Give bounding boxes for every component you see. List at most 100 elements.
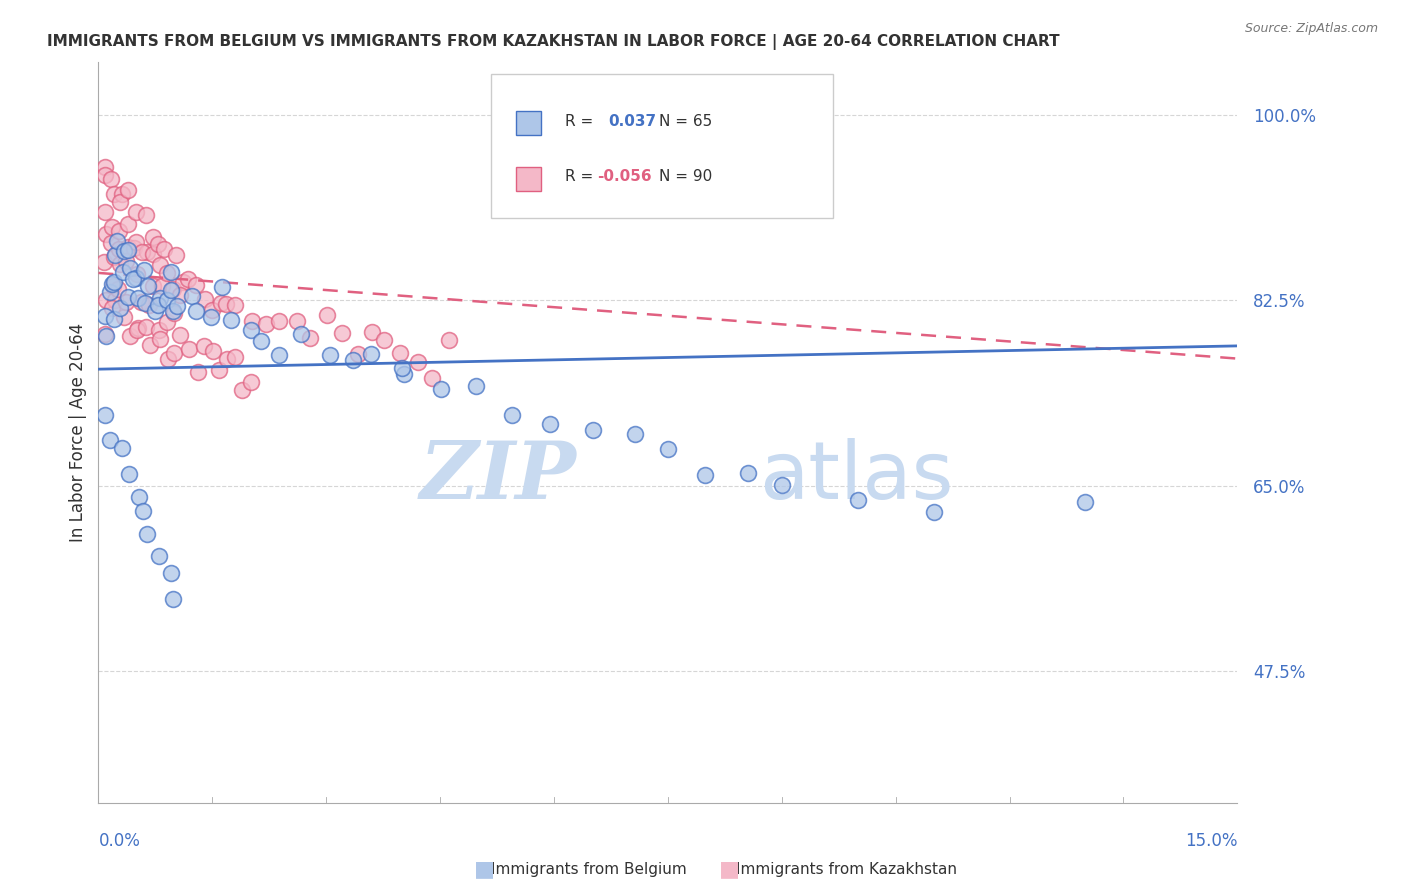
- Point: [290, 327, 312, 342]
- Point: [215, 297, 238, 311]
- Point: [117, 240, 139, 254]
- Point: [127, 267, 149, 281]
- Point: [136, 527, 159, 541]
- Point: [330, 326, 353, 341]
- Point: [122, 272, 145, 286]
- Text: N = 90: N = 90: [659, 169, 711, 185]
- Point: [392, 367, 415, 381]
- Point: [186, 304, 208, 318]
- Point: [208, 363, 231, 377]
- Point: [240, 375, 263, 389]
- Point: [104, 293, 127, 307]
- Point: [342, 353, 364, 368]
- Point: [922, 505, 945, 519]
- Point: [110, 195, 132, 210]
- Text: 0.0%: 0.0%: [98, 832, 141, 850]
- Point: [148, 323, 170, 337]
- Point: [361, 326, 384, 340]
- Point: [150, 279, 173, 293]
- Point: [100, 171, 122, 186]
- Point: [96, 227, 118, 241]
- Point: [94, 205, 117, 219]
- Text: atlas: atlas: [759, 438, 953, 516]
- Point: [122, 241, 145, 255]
- FancyBboxPatch shape: [491, 73, 832, 218]
- Point: [149, 258, 172, 272]
- Point: [221, 312, 243, 326]
- Point: [127, 291, 149, 305]
- Point: [117, 467, 139, 481]
- Point: [136, 279, 159, 293]
- Point: [267, 313, 290, 327]
- Point: [169, 327, 191, 342]
- Point: [408, 355, 430, 369]
- Text: ZIP: ZIP: [420, 438, 576, 516]
- Point: [103, 250, 125, 264]
- Point: [162, 592, 184, 607]
- Point: [112, 244, 135, 259]
- Point: [737, 467, 759, 481]
- Text: -0.056: -0.056: [598, 169, 652, 185]
- Point: [101, 301, 124, 315]
- Point: [117, 217, 139, 231]
- Point: [373, 333, 395, 347]
- Point: [1074, 495, 1097, 509]
- Point: [148, 549, 170, 564]
- Point: [184, 277, 207, 292]
- Point: [125, 204, 148, 219]
- Text: IMMIGRANTS FROM BELGIUM VS IMMIGRANTS FROM KAZAKHSTAN IN LABOR FORCE | AGE 20-64: IMMIGRANTS FROM BELGIUM VS IMMIGRANTS FR…: [48, 34, 1060, 50]
- Point: [177, 343, 200, 357]
- Point: [624, 427, 647, 442]
- Text: Source: ZipAtlas.com: Source: ZipAtlas.com: [1244, 22, 1378, 36]
- Point: [134, 320, 156, 334]
- Point: [657, 442, 679, 456]
- Point: [148, 298, 170, 312]
- Point: [146, 236, 169, 251]
- Text: 15.0%: 15.0%: [1185, 832, 1237, 850]
- Point: [118, 260, 141, 275]
- Point: [125, 271, 148, 285]
- Point: [202, 343, 225, 358]
- Point: [142, 278, 165, 293]
- Point: [94, 168, 117, 182]
- Text: R =: R =: [565, 169, 599, 185]
- Point: [162, 303, 184, 318]
- Point: [156, 267, 179, 281]
- Point: [127, 320, 149, 334]
- Point: [159, 566, 181, 580]
- Point: [143, 303, 166, 318]
- Point: [215, 352, 238, 367]
- Point: [105, 235, 128, 249]
- Point: [163, 346, 186, 360]
- Point: [134, 263, 156, 277]
- Point: [135, 208, 157, 222]
- Point: [100, 220, 122, 235]
- Point: [249, 334, 271, 349]
- Point: [166, 299, 188, 313]
- Point: [315, 308, 337, 322]
- Point: [96, 293, 118, 307]
- Point: [103, 187, 125, 202]
- Point: [107, 282, 129, 296]
- Point: [142, 229, 165, 244]
- Point: [156, 293, 179, 307]
- Point: [254, 317, 277, 331]
- Point: [169, 288, 191, 302]
- Point: [117, 243, 139, 257]
- Point: [160, 264, 183, 278]
- Point: [465, 379, 488, 393]
- Point: [94, 328, 117, 343]
- Y-axis label: In Labor Force | Age 20-64: In Labor Force | Age 20-64: [69, 323, 87, 542]
- Point: [103, 276, 125, 290]
- Point: [360, 347, 382, 361]
- Point: [115, 294, 138, 309]
- Point: [153, 242, 176, 256]
- Point: [187, 365, 209, 379]
- Point: [108, 243, 131, 257]
- Point: [98, 285, 121, 299]
- Point: [240, 313, 263, 327]
- Point: [200, 310, 222, 324]
- Point: [240, 323, 263, 337]
- Point: [100, 235, 122, 250]
- Point: [165, 248, 187, 262]
